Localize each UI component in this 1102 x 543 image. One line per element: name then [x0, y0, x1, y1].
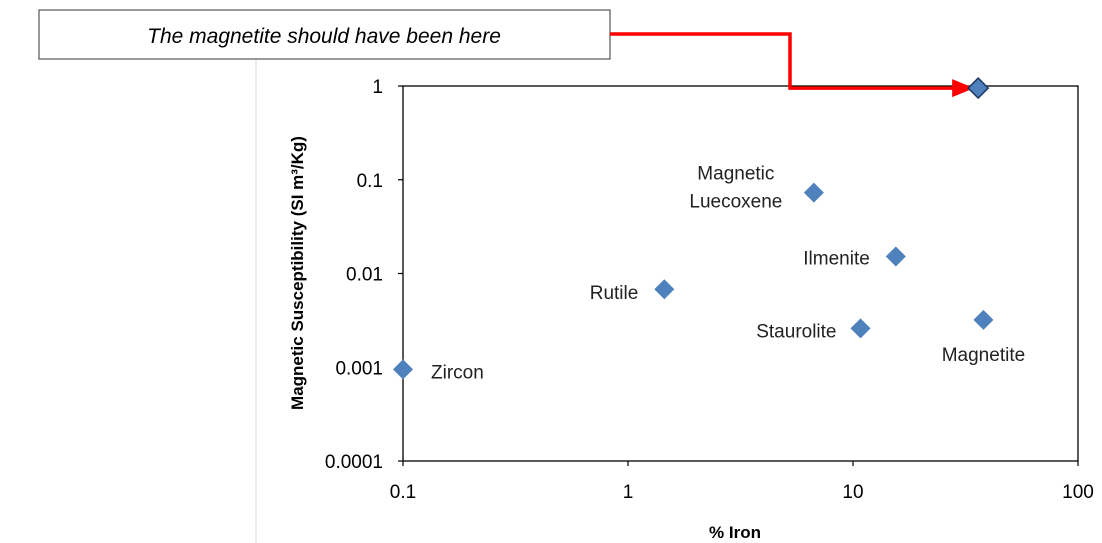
data-point-marker: [393, 359, 413, 380]
x-tick-label: 1: [623, 482, 634, 503]
y-tick-label: 0.0001: [325, 452, 383, 473]
data-labels: Zircon Rutile Magnetic Luecoxene Ilmenite Sta…: [431, 164, 1025, 384]
data-point-marker: [654, 279, 675, 300]
data-points: [393, 77, 994, 380]
x-tick-label: 100: [1062, 482, 1094, 503]
y-axis-title: Magnetic Susceptibility (SI m³/Kg): [288, 136, 307, 410]
point-label: Rutile: [590, 283, 639, 304]
y-tick-label: 0.1: [357, 171, 383, 192]
data-point-marker: [973, 309, 994, 330]
x-tick-label: 10: [842, 482, 863, 503]
annotation-callout: The magnetite should have been here: [38, 9, 611, 60]
plot-area: [402, 85, 1079, 462]
x-tick-label: 0.1: [390, 482, 416, 503]
data-point-marker: [885, 246, 906, 267]
x-axis-title: % Iron: [709, 523, 761, 542]
x-axis: 0.1 1 10 100: [390, 461, 1094, 503]
annotation-arrowhead: [952, 79, 975, 98]
annotation-text: The magnetite should have been here: [147, 25, 501, 48]
point-label: Magnetite: [942, 345, 1025, 366]
data-point-marker: [850, 318, 871, 339]
point-label: Ilmenite: [803, 248, 870, 269]
y-tick-label: 1: [372, 77, 383, 98]
annotation-arrow: [610, 32, 957, 90]
y-tick-label: 0.01: [346, 265, 383, 286]
y-tick-label: 0.001: [335, 358, 383, 379]
point-label: Staurolite: [756, 321, 836, 342]
target-point-marker: [967, 77, 990, 100]
data-point-marker: [803, 182, 824, 203]
y-axis: 0.0001 0.001 0.01 0.1 1: [325, 77, 403, 473]
point-label: Magnetic Luecoxene: [689, 164, 782, 213]
point-label: Zircon: [431, 362, 484, 383]
